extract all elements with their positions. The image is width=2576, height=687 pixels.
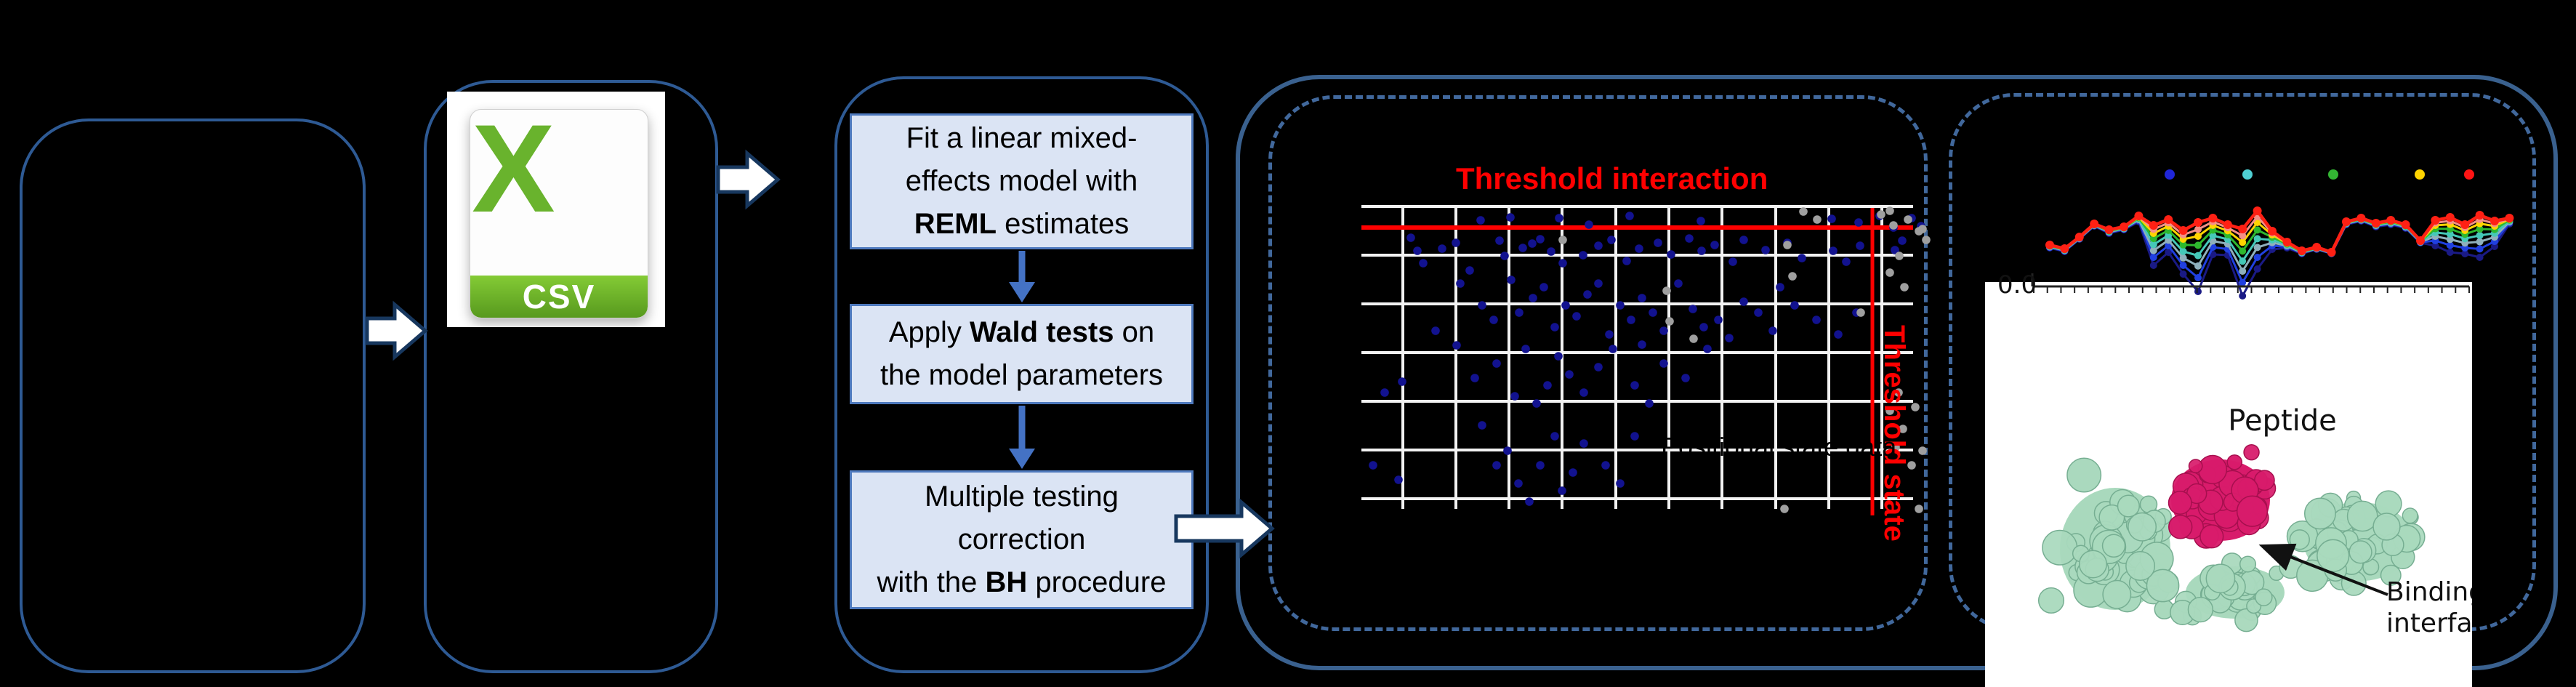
flow-box-text-line: Apply Wald tests on	[888, 316, 1155, 348]
binding-interface-arrow	[2258, 543, 2388, 596]
volcano-hidden-label: Positional state data	[1661, 432, 1897, 462]
panel-csv-file	[424, 80, 718, 673]
scatter-dots-non-significant-peptides	[1558, 206, 1931, 513]
legend-dot	[2464, 169, 2474, 180]
arrow-input-to-csv	[365, 300, 428, 361]
flow-box-text-line: REML estimates	[914, 208, 1130, 240]
uptake-line-chart	[2031, 169, 2514, 300]
uptake-series-t-red	[2045, 206, 2514, 257]
green-bridge	[2170, 553, 2303, 632]
peptide-axis-label: Peptide	[2228, 404, 2337, 438]
threshold-state-label: Threshold state	[1878, 325, 1910, 542]
flow-box-wald: Apply Wald tests on the model parameters	[850, 304, 1194, 404]
flow-box-text-line: with the BH procedure	[877, 566, 1167, 598]
flow-box-text-line: correction	[957, 523, 1086, 555]
legend-dot	[2165, 169, 2175, 180]
green-lobe-right	[2286, 490, 2426, 596]
panel-input	[20, 118, 366, 673]
uptake-ytick-label: 0.0	[1997, 270, 2037, 300]
flow-box-text-line: effects model with	[905, 165, 1138, 197]
volcano-plot	[1361, 205, 1931, 515]
panel-volcano-dashed	[1268, 95, 1928, 631]
excel-x-icon: X	[472, 109, 555, 238]
csv-file-icon: X CSV	[470, 109, 648, 318]
panel-statistical-pipeline	[834, 76, 1209, 673]
uptake-legend-dots	[2165, 169, 2474, 180]
flow-box-text-line: the model parameters	[880, 359, 1164, 391]
legend-dot	[2242, 169, 2253, 180]
flow-down-arrowhead	[1009, 449, 1035, 469]
magenta-peptide	[2168, 443, 2277, 549]
binding-interface-label: Binding interface	[2386, 577, 2472, 638]
flow-box-reml: Fit a linear mixed-effects model with REM…	[850, 113, 1194, 249]
green-lobe-left	[2037, 457, 2180, 620]
binding-arrow-line	[2258, 543, 2388, 596]
csv-label: CSV	[522, 278, 596, 316]
legend-dot	[2415, 169, 2425, 180]
csv-banner: CSV	[470, 276, 648, 318]
threshold-interaction-label: Threshold interaction	[1456, 161, 1768, 196]
legend-dot	[2328, 169, 2338, 180]
block-arrows	[365, 149, 1275, 559]
panel-results-outer	[1236, 75, 2558, 670]
scatter-dots-significant-peptides	[1369, 212, 1925, 506]
flow-box-text-line: Fit a linear mixed-	[906, 122, 1138, 154]
flow-box-text-line: Multiple testing	[925, 481, 1119, 513]
flow-arrows	[1009, 251, 1035, 469]
flow-box-bh: Multiple testing correction with the BH pr…	[850, 470, 1194, 609]
arrow-csv-to-model	[716, 149, 781, 210]
arrow-model-to-results	[1174, 498, 1275, 559]
protein-structure-image	[2037, 443, 2426, 632]
flow-down-arrowhead	[1009, 282, 1035, 302]
